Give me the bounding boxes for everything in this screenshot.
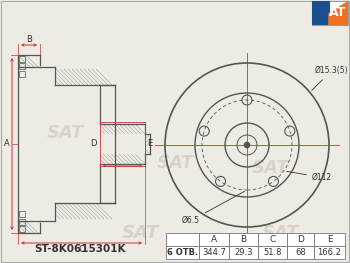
- Text: SAT: SAT: [251, 159, 289, 177]
- Bar: [19, 226, 25, 232]
- Text: B: B: [26, 36, 32, 44]
- Text: A: A: [4, 139, 10, 149]
- Text: 344.7: 344.7: [202, 248, 226, 257]
- Bar: [19, 70, 25, 77]
- Bar: [258, 246, 287, 259]
- Text: 29.3: 29.3: [234, 248, 253, 257]
- Bar: [19, 219, 25, 225]
- Bar: [314, 233, 345, 246]
- Text: 51.8: 51.8: [263, 248, 282, 257]
- Text: SAT: SAT: [121, 224, 159, 242]
- Polygon shape: [328, 1, 348, 25]
- Bar: [312, 1, 330, 25]
- Text: A: A: [211, 235, 217, 244]
- Text: D: D: [91, 139, 97, 149]
- Text: 68: 68: [295, 248, 306, 257]
- Text: B: B: [240, 235, 246, 244]
- Bar: [312, 1, 348, 25]
- Bar: [199, 246, 229, 259]
- Text: C: C: [270, 235, 276, 244]
- Text: 166.2: 166.2: [317, 248, 342, 257]
- Text: SAT: SAT: [46, 124, 84, 142]
- Text: Ø15.3(5): Ø15.3(5): [312, 66, 349, 90]
- Bar: [287, 233, 314, 246]
- Text: E: E: [327, 235, 332, 244]
- Bar: [229, 233, 258, 246]
- Bar: [19, 56, 25, 62]
- Bar: [199, 233, 229, 246]
- Text: C: C: [78, 245, 84, 254]
- Text: 6 ОТВ.: 6 ОТВ.: [167, 248, 198, 257]
- Bar: [287, 246, 314, 259]
- Bar: [314, 246, 345, 259]
- Bar: [166, 233, 199, 246]
- Bar: [19, 63, 25, 69]
- Text: ST-8K0615301K: ST-8K0615301K: [34, 244, 126, 254]
- Bar: [229, 246, 258, 259]
- Text: Ø6.5: Ø6.5: [182, 191, 245, 225]
- Text: AT: AT: [329, 7, 346, 19]
- Text: SAT: SAT: [156, 154, 194, 172]
- Bar: [19, 211, 25, 218]
- Text: D: D: [297, 235, 304, 244]
- Text: SAT: SAT: [261, 224, 299, 242]
- Bar: [166, 246, 199, 259]
- Circle shape: [244, 142, 250, 148]
- Text: E: E: [147, 139, 152, 149]
- Text: Ø112: Ø112: [287, 171, 332, 182]
- Bar: [258, 233, 287, 246]
